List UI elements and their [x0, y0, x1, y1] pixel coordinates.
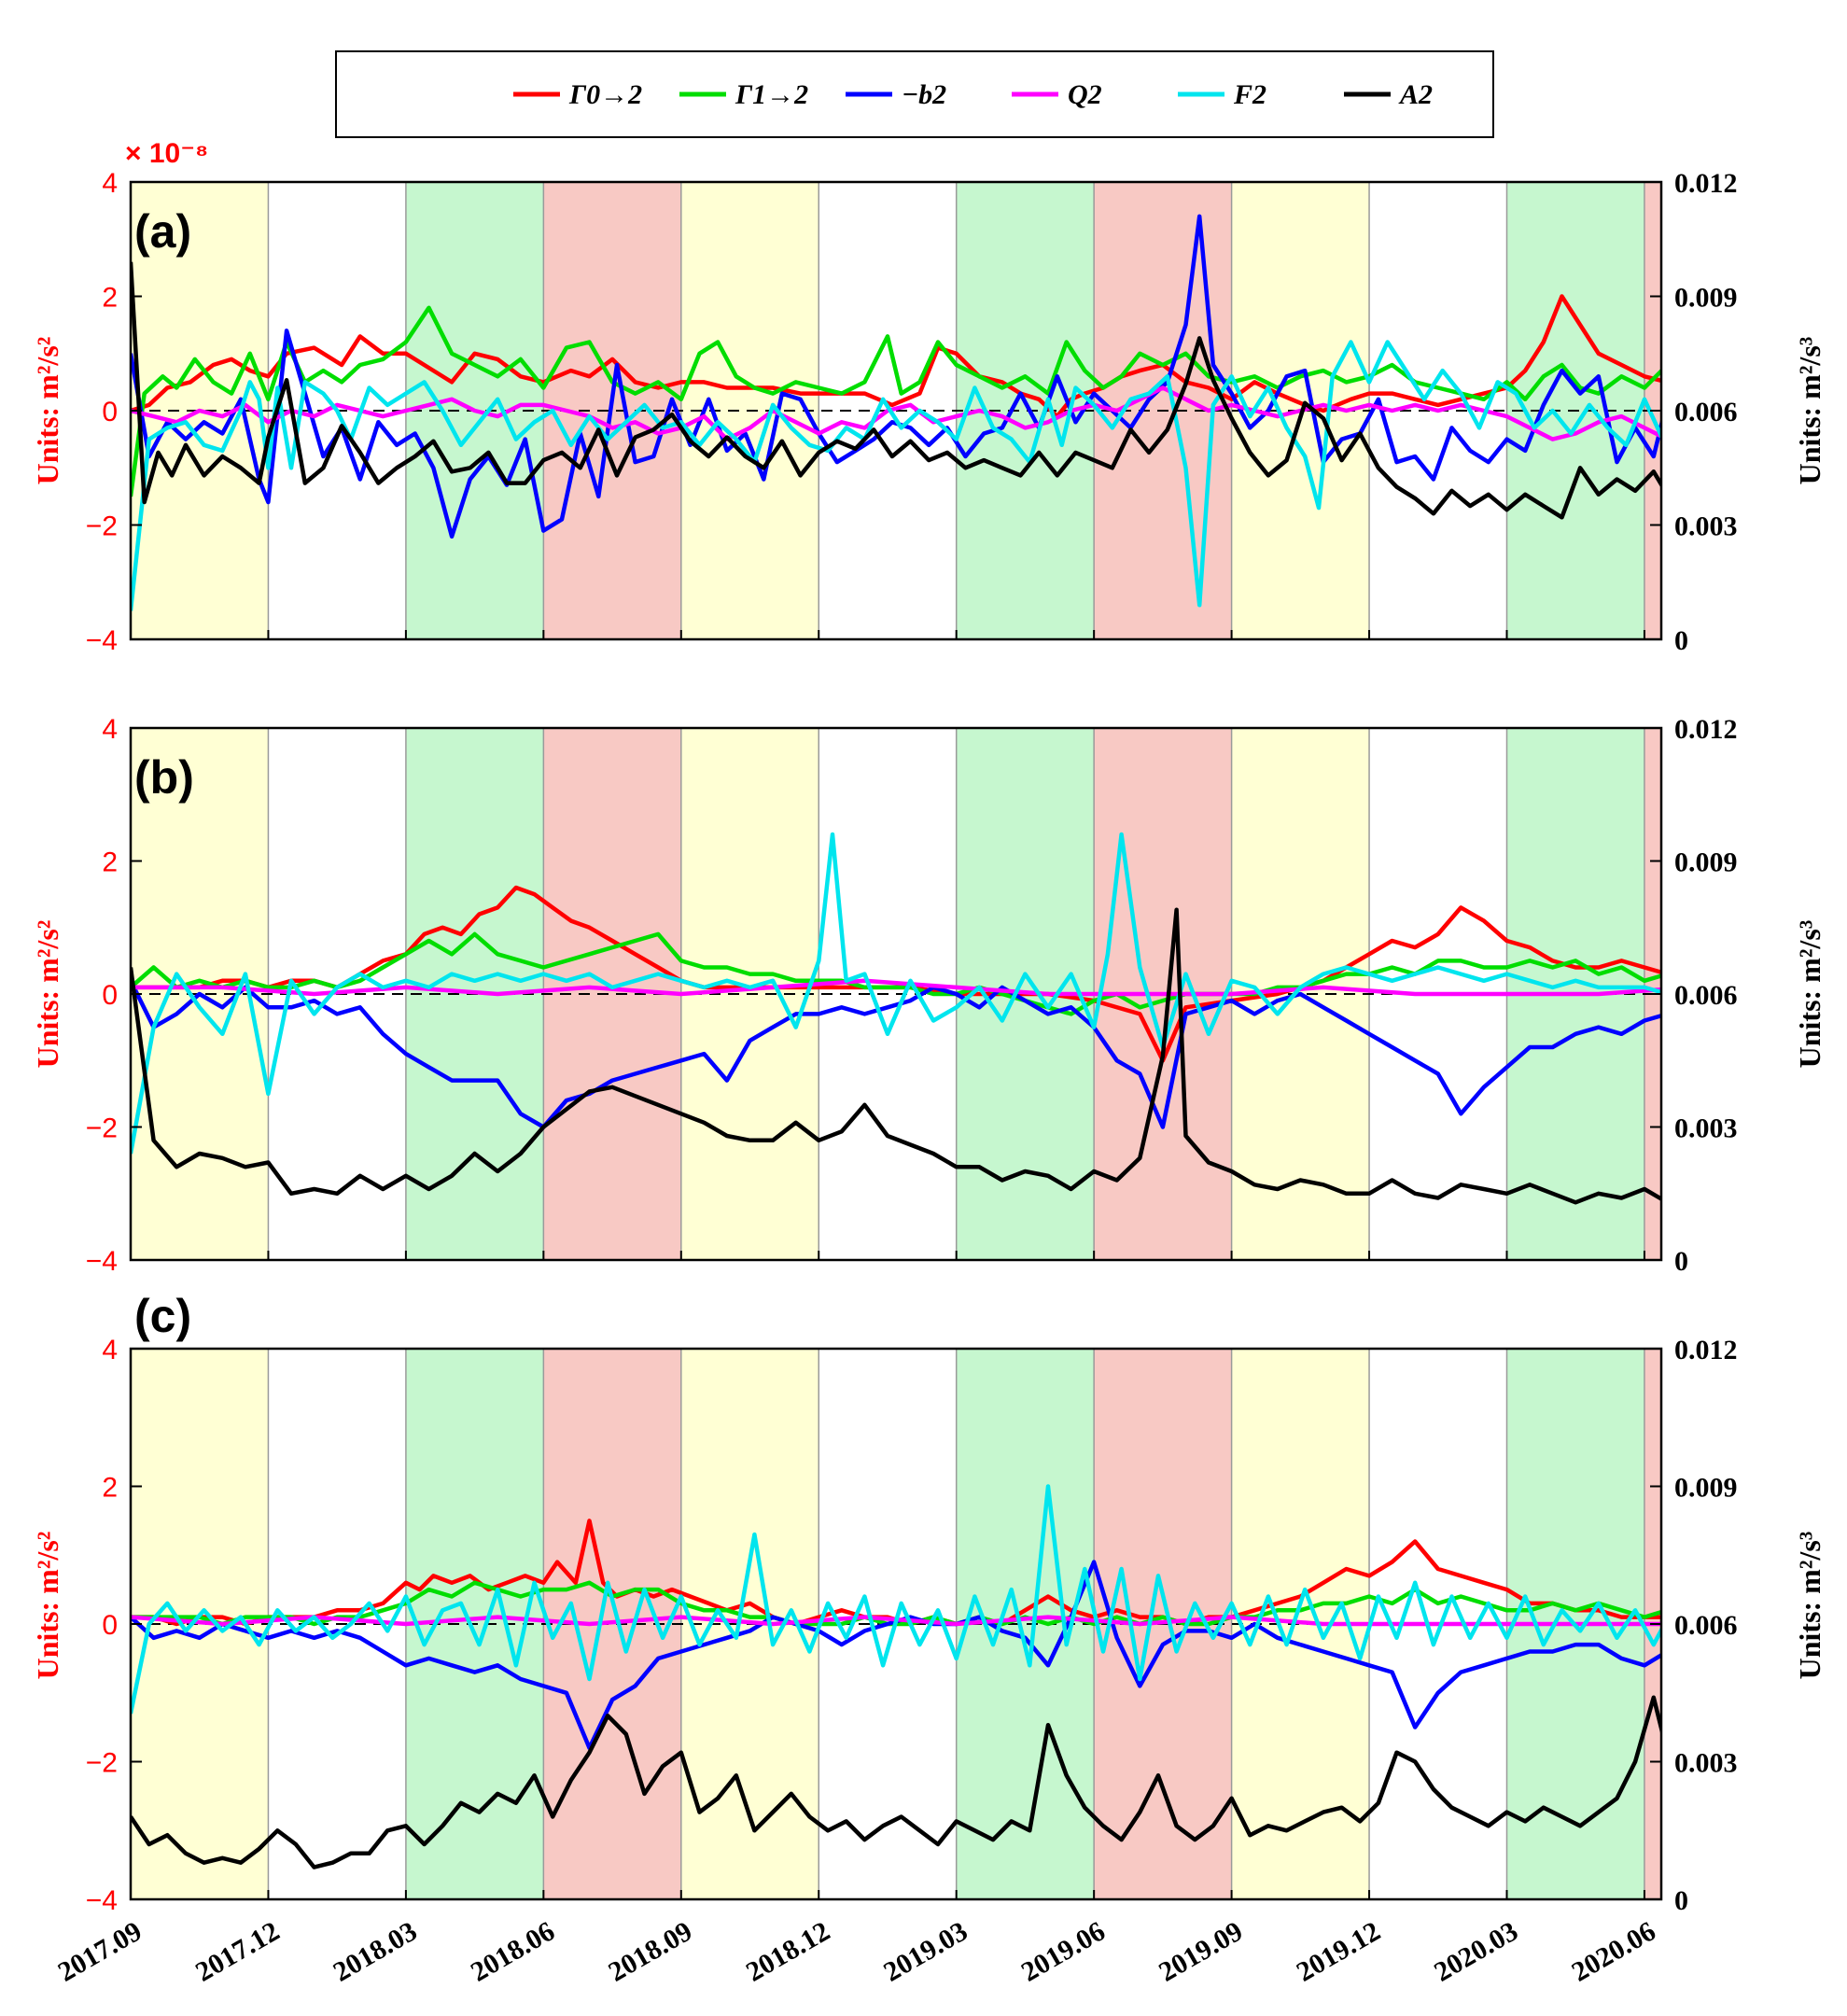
series-line-−b2: [131, 1560, 1661, 1751]
series-line-Γ1→2: [131, 1580, 1661, 1627]
legend-items: Γ0→2 Γ1→2 −b2 Q2 F2 A2: [513, 79, 1433, 110]
legend-label: F2: [1233, 79, 1266, 110]
right-axis-label-c: Units: m²/s³: [1793, 1532, 1826, 1680]
left-tick-label: −4: [86, 1885, 118, 1916]
right-tick-label: 0.003: [1674, 511, 1738, 542]
left-tick-label: 4: [102, 168, 118, 199]
series-line-A2: [131, 261, 1661, 520]
series-line-F2: [131, 1484, 1661, 1715]
left-tick-label: 2: [102, 847, 118, 878]
right-tick-label: 0.003: [1674, 1113, 1738, 1144]
series-group: [131, 1484, 1661, 1869]
right-tick-label: 0: [1674, 625, 1688, 656]
x-tick-label: 2019.12: [1292, 1915, 1386, 1987]
series-group: [131, 214, 1661, 611]
legend-entry: Γ1→2: [679, 79, 808, 110]
right-axis-label-a: Units: m²/s³: [1793, 337, 1826, 485]
x-tick-label: 2018.06: [466, 1915, 560, 1987]
x-tick-label: 2017.09: [53, 1915, 147, 1987]
x-tick-label: 2018.09: [603, 1915, 697, 1987]
x-tick-labels: 2017.09 2017.12 2018.03 2018.06 2018.09 2018.…: [53, 1915, 1661, 1987]
legend-label: A2: [1398, 79, 1433, 110]
right-tick-label: 0.009: [1674, 283, 1738, 314]
left-tick-label: −2: [86, 1748, 118, 1779]
left-axis-label-a: Units: m²/s²: [31, 337, 64, 485]
right-tick-label: 0.012: [1674, 168, 1738, 199]
panel-c: 4 2 0 −2 −4 0.012 0.009 0.006 0.003 0 (c): [86, 1290, 1738, 1916]
x-tick-label: 2020.03: [1429, 1915, 1523, 1987]
panel-label: (b): [134, 751, 194, 804]
right-tick-label: 0.006: [1674, 1610, 1738, 1641]
left-tick-label: −2: [86, 1113, 118, 1144]
left-axis-label-c: Units: m²/s²: [31, 1532, 64, 1680]
legend: Γ0→2 Γ1→2 −b2 Q2 F2 A2: [335, 50, 1494, 138]
left-tick-label: 2: [102, 1473, 118, 1504]
x-tick-label: 2019.09: [1154, 1915, 1248, 1987]
legend-entry: Γ0→2: [513, 79, 642, 110]
x-tick-label: 2019.03: [878, 1915, 972, 1987]
right-axis-label-b: Units: m²/s³: [1793, 920, 1826, 1069]
legend-label: Q2: [1068, 79, 1102, 110]
legend-entry: F2: [1178, 79, 1266, 110]
right-tick-label: 0.009: [1674, 1473, 1738, 1504]
right-tick-label: 0.003: [1674, 1748, 1738, 1779]
panel-label: (c): [134, 1290, 191, 1342]
series-line-Γ0→2: [131, 1519, 1661, 1627]
x-tick-label: 2018.03: [328, 1915, 422, 1987]
series-line-F2: [131, 832, 1661, 1155]
right-tick-label: 0.006: [1674, 397, 1738, 427]
legend-entry: A2: [1344, 79, 1433, 110]
left-tick-label: 0: [102, 1610, 118, 1641]
left-tick-label: −2: [86, 511, 118, 542]
series-line-A2: [131, 1695, 1661, 1869]
panel-label: (a): [134, 205, 191, 258]
left-tick-label: 0: [102, 980, 118, 1011]
x-tick-label: 2017.12: [190, 1915, 285, 1987]
x-tick-label: 2019.06: [1016, 1915, 1111, 1987]
x-tick-label: 2018.12: [741, 1915, 835, 1987]
series-line-F2: [131, 340, 1661, 611]
legend-entry: −b2: [846, 79, 946, 110]
left-tick-label: 4: [102, 1335, 118, 1365]
legend-label: −b2: [902, 79, 946, 110]
left-axis-label-b: Units: m²/s²: [31, 920, 64, 1069]
legend-label: Γ1→2: [735, 79, 808, 110]
panels-layer: 4 2 0 −2 −4 0.012 0.009 0.006 0.003 0 (a) 4 2 0 −2 −4 0.…: [86, 168, 1738, 1916]
left-tick-label: 2: [102, 283, 118, 314]
right-tick-label: 0: [1674, 1246, 1688, 1277]
series-line-A2: [131, 907, 1661, 1205]
series-line-Q2: [131, 978, 1661, 997]
panel-a: 4 2 0 −2 −4 0.012 0.009 0.006 0.003 0 (a): [86, 168, 1738, 656]
series-group: [131, 832, 1661, 1205]
left-tick-label: −4: [86, 1246, 118, 1277]
series-line-Γ0→2: [131, 885, 1661, 1063]
x-tick-label: 2020.06: [1567, 1915, 1661, 1987]
left-tick-label: 0: [102, 397, 118, 427]
panel-b: 4 2 0 −2 −4 0.012 0.009 0.006 0.003 0 (b): [86, 714, 1738, 1277]
right-tick-label: 0: [1674, 1885, 1688, 1916]
exponent-label: × 10⁻⁸: [125, 138, 208, 169]
right-tick-label: 0.009: [1674, 847, 1738, 878]
series-line-Q2: [131, 385, 1661, 441]
left-tick-label: 4: [102, 714, 118, 745]
legend-label: Γ0→2: [568, 79, 642, 110]
right-tick-label: 0.012: [1674, 714, 1738, 745]
left-tick-label: −4: [86, 625, 118, 656]
legend-entry: Q2: [1012, 79, 1102, 110]
right-tick-label: 0.012: [1674, 1335, 1738, 1365]
series-line-Γ1→2: [131, 305, 1661, 497]
right-tick-label: 0.006: [1674, 980, 1738, 1011]
series-line-Γ1→2: [131, 931, 1661, 1016]
